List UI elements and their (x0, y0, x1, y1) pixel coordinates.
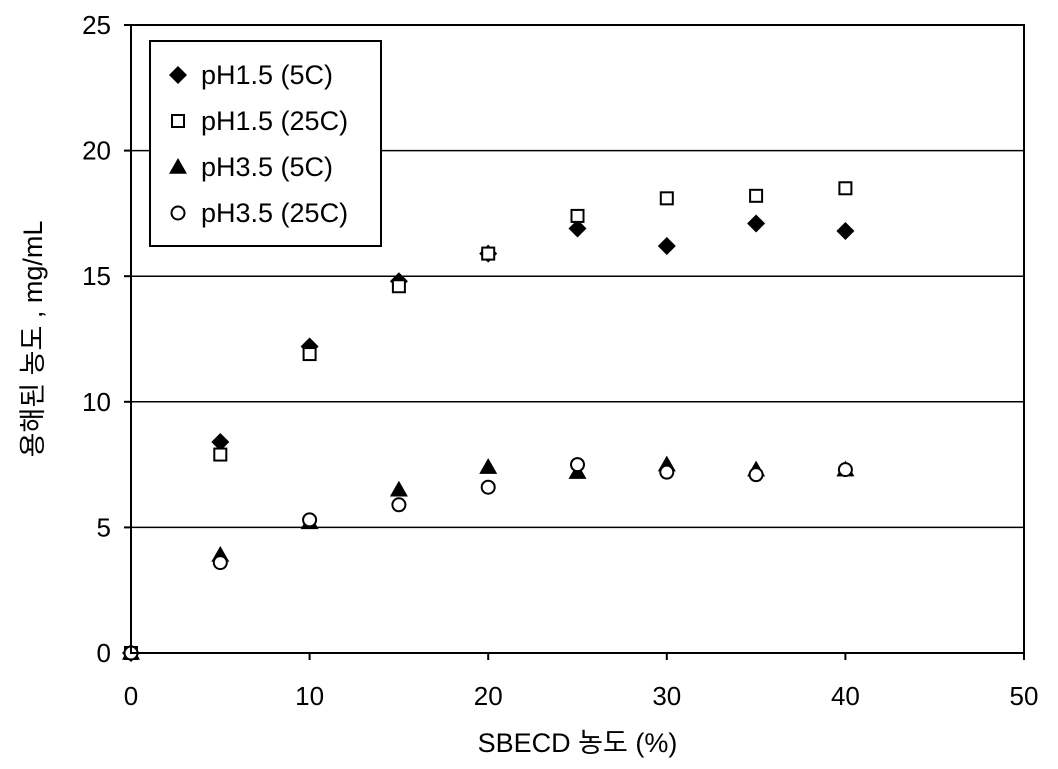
data-point (836, 221, 855, 240)
y-tick-label: 20 (82, 136, 111, 166)
legend-item: pH3.5 (5C) (169, 152, 333, 182)
y-tick-label: 5 (97, 512, 111, 542)
data-point (747, 214, 766, 233)
data-point (481, 246, 496, 261)
y-axis-ticks: 0 5 10 15 20 25 (82, 10, 131, 668)
data-points (122, 181, 855, 662)
y-tick-label: 15 (82, 261, 111, 291)
data-point (211, 432, 230, 451)
data-point (480, 479, 496, 495)
legend-label: pH1.5 (5C) (201, 60, 333, 90)
data-point (389, 480, 408, 497)
x-tick-label: 0 (124, 681, 138, 711)
data-point (302, 512, 318, 528)
data-point (391, 279, 406, 294)
legend-label: pH3.5 (5C) (201, 152, 333, 182)
data-point (568, 219, 587, 238)
legend-item: pH3.5 (25C) (170, 198, 348, 228)
data-point (749, 188, 764, 203)
data-point (570, 208, 585, 223)
data-point (838, 181, 853, 196)
legend-item: pH1.5 (25C) (171, 106, 348, 136)
legend-marker (171, 114, 185, 128)
data-point (659, 191, 674, 206)
legend-marker (170, 205, 186, 221)
plot-frame (130, 24, 1025, 654)
data-point (391, 497, 407, 513)
y-axis-label: 용해된 농도 , mg/mL (18, 221, 48, 458)
x-axis-ticks: 0 10 20 30 40 50 (124, 653, 1039, 711)
data-point (302, 347, 317, 362)
legend-marker (169, 66, 187, 84)
legend: pH1.5 (5C) pH1.5 (25C) pH3.5 (5C) pH3.5 (25… (149, 40, 382, 247)
x-tick-label: 10 (295, 681, 324, 711)
x-tick-label: 20 (474, 681, 503, 711)
data-point (659, 464, 675, 480)
legend-label: pH3.5 (25C) (201, 198, 348, 228)
data-point (570, 457, 585, 473)
x-tick-label: 50 (1010, 681, 1039, 711)
series-4 (123, 457, 853, 661)
x-axis-label: SBECD 농도 (%) (478, 728, 678, 758)
series-2 (124, 181, 853, 660)
legend-box (149, 40, 382, 247)
data-point (748, 467, 764, 483)
legend-label: pH1.5 (25C) (201, 106, 348, 136)
data-point (479, 458, 498, 474)
data-point (837, 462, 853, 478)
x-tick-label: 30 (652, 681, 681, 711)
legend-marker (169, 158, 187, 174)
y-tick-label: 25 (82, 10, 111, 40)
series-1 (122, 214, 855, 662)
data-point (657, 237, 676, 256)
y-tick-label: 10 (82, 387, 111, 417)
data-point (213, 447, 228, 462)
data-point (212, 555, 228, 571)
y-tick-label: 0 (97, 638, 111, 668)
legend-item: pH1.5 (5C) (169, 60, 333, 90)
x-tick-label: 40 (831, 681, 860, 711)
